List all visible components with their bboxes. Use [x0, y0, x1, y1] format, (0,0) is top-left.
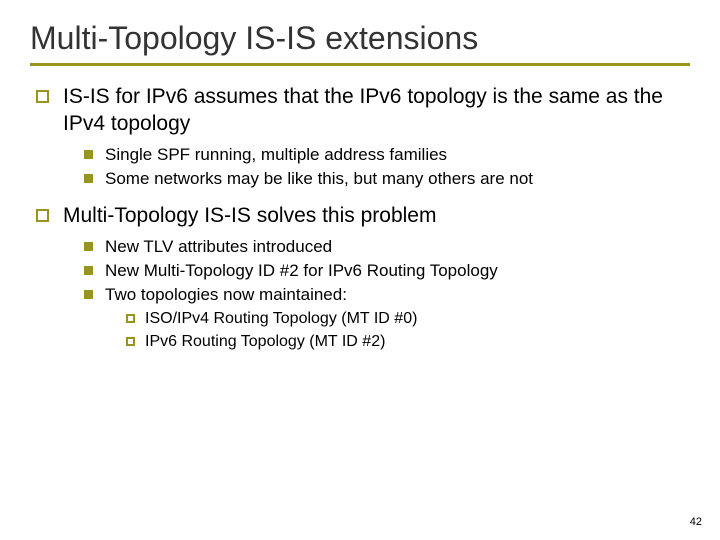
bullet-lvl2: New Multi-Topology ID #2 for IPv6 Routin…	[84, 260, 690, 282]
bullet-lvl3: IPv6 Routing Topology (MT ID #2)	[126, 332, 690, 352]
bullet-lvl2: Some networks may be like this, but many…	[84, 168, 690, 190]
bullet-text: Two topologies now maintained:	[105, 284, 347, 306]
bullet-lvl2: Two topologies now maintained:	[84, 284, 690, 306]
slide-title: Multi-Topology IS-IS extensions	[30, 20, 690, 66]
bullet-lvl2: New TLV attributes introduced	[84, 236, 690, 258]
lvl2-group: Single SPF running, multiple address fam…	[84, 144, 690, 190]
filled-square-icon	[84, 266, 93, 275]
lvl2-group: New TLV attributes introduced New Multi-…	[84, 236, 690, 352]
hollow-square-icon	[36, 209, 49, 222]
bullet-lvl1: Multi-Topology IS-IS solves this problem	[36, 203, 690, 230]
filled-square-icon	[84, 174, 93, 183]
bullet-lvl1: IS-IS for IPv6 assumes that the IPv6 top…	[36, 84, 690, 138]
hollow-square-icon	[126, 314, 135, 323]
filled-square-icon	[84, 150, 93, 159]
bullet-text: Multi-Topology IS-IS solves this problem	[63, 203, 436, 230]
bullet-text: IS-IS for IPv6 assumes that the IPv6 top…	[63, 84, 690, 138]
bullet-text: New TLV attributes introduced	[105, 236, 332, 258]
page-number: 42	[690, 516, 702, 528]
filled-square-icon	[84, 242, 93, 251]
bullet-text: ISO/IPv4 Routing Topology (MT ID #0)	[145, 309, 417, 329]
filled-square-icon	[84, 290, 93, 299]
hollow-square-icon	[126, 337, 135, 346]
bullet-lvl2: Single SPF running, multiple address fam…	[84, 144, 690, 166]
hollow-square-icon	[36, 90, 49, 103]
bullet-text: New Multi-Topology ID #2 for IPv6 Routin…	[105, 260, 498, 282]
slide: Multi-Topology IS-IS extensions IS-IS fo…	[0, 0, 720, 540]
bullet-lvl3: ISO/IPv4 Routing Topology (MT ID #0)	[126, 309, 690, 329]
bullet-text: IPv6 Routing Topology (MT ID #2)	[145, 332, 385, 352]
lvl3-group: ISO/IPv4 Routing Topology (MT ID #0) IPv…	[126, 309, 690, 352]
bullet-text: Some networks may be like this, but many…	[105, 168, 533, 190]
bullet-text: Single SPF running, multiple address fam…	[105, 144, 447, 166]
